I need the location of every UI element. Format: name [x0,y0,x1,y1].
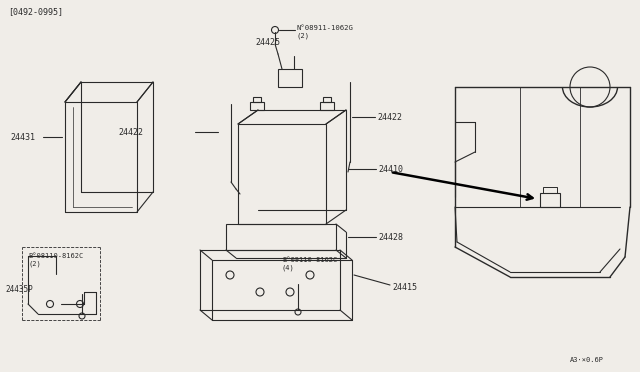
Bar [278,69,302,87]
Bar [320,102,334,110]
Text: 24422: 24422 [118,128,143,137]
Bar [543,187,557,193]
Bar [323,97,331,102]
Text: B°08110-8162C
(2): B°08110-8162C (2) [28,253,83,267]
Text: 24410: 24410 [378,164,403,173]
Text: 24428: 24428 [378,232,403,241]
Text: 24425: 24425 [255,38,280,46]
Text: 24422: 24422 [377,112,402,122]
Text: 24431: 24431 [10,132,35,141]
Bar [540,193,560,207]
Text: B°09110-8162C
(4): B°09110-8162C (4) [282,257,337,271]
Bar [250,102,264,110]
Text: 24435P: 24435P [5,285,33,294]
Bar [253,97,261,102]
Bar [200,250,340,310]
Text: A3·×0.6P: A3·×0.6P [570,357,604,363]
Bar [238,124,326,224]
Text: N°08911-1062G
(2): N°08911-1062G (2) [297,25,354,39]
Text: 24415: 24415 [392,282,417,292]
Bar [226,224,336,250]
Text: [0492-0995]: [0492-0995] [8,7,63,16]
